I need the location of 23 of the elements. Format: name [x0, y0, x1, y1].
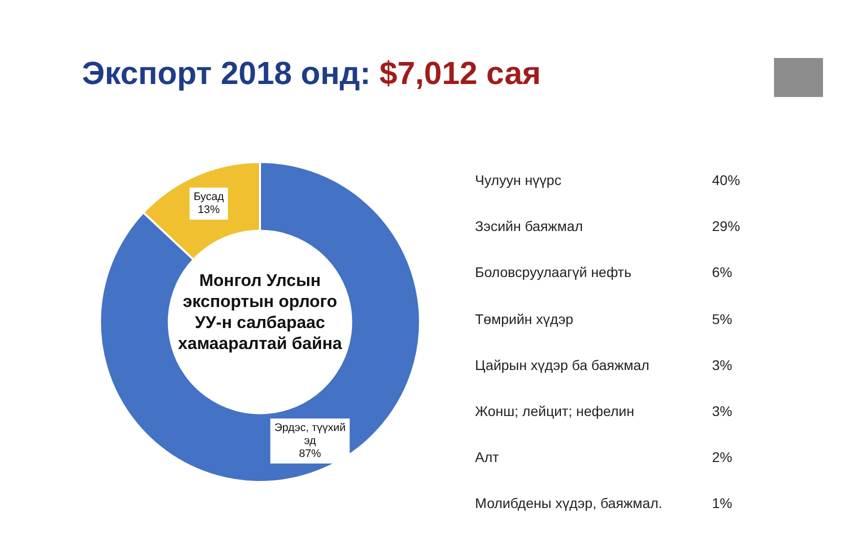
text: 3%	[712, 403, 732, 419]
text: 2%	[712, 449, 732, 466]
text: 40%	[712, 172, 740, 188]
slice-label: Эрдэс, түүхий эд	[274, 422, 346, 448]
text: 3%	[712, 356, 732, 373]
text: Чулуун нүүрс	[475, 172, 562, 188]
text: Монгол Улсын экспортын орлого УУ-н салбараас хамааралтай байна	[177, 270, 343, 354]
text: 5%	[712, 310, 732, 327]
chart-title: Экспорт 2018 онд:	[82, 55, 371, 91]
slice-label: Бусад	[194, 191, 225, 204]
chart-subtitle: $7,012 сая	[380, 55, 541, 91]
text: 29%	[712, 218, 740, 234]
text: Боловсруулаагүй нефть	[475, 264, 632, 280]
text: Молибдены хүдэр, баяжмал.	[475, 495, 662, 512]
text: Цайрын хүдэр ба баяжмал	[475, 356, 650, 373]
text: 1%	[712, 495, 732, 512]
text: 6%	[712, 264, 732, 280]
data-label: 13%	[198, 204, 220, 216]
text: Жонш; лейцит; нефелин	[475, 403, 634, 419]
data-label: 87%	[298, 448, 322, 460]
text: Төмрийн хүдэр	[475, 310, 574, 327]
text: Алт	[475, 449, 499, 466]
text: Зэсийн баяжмал	[475, 218, 583, 234]
